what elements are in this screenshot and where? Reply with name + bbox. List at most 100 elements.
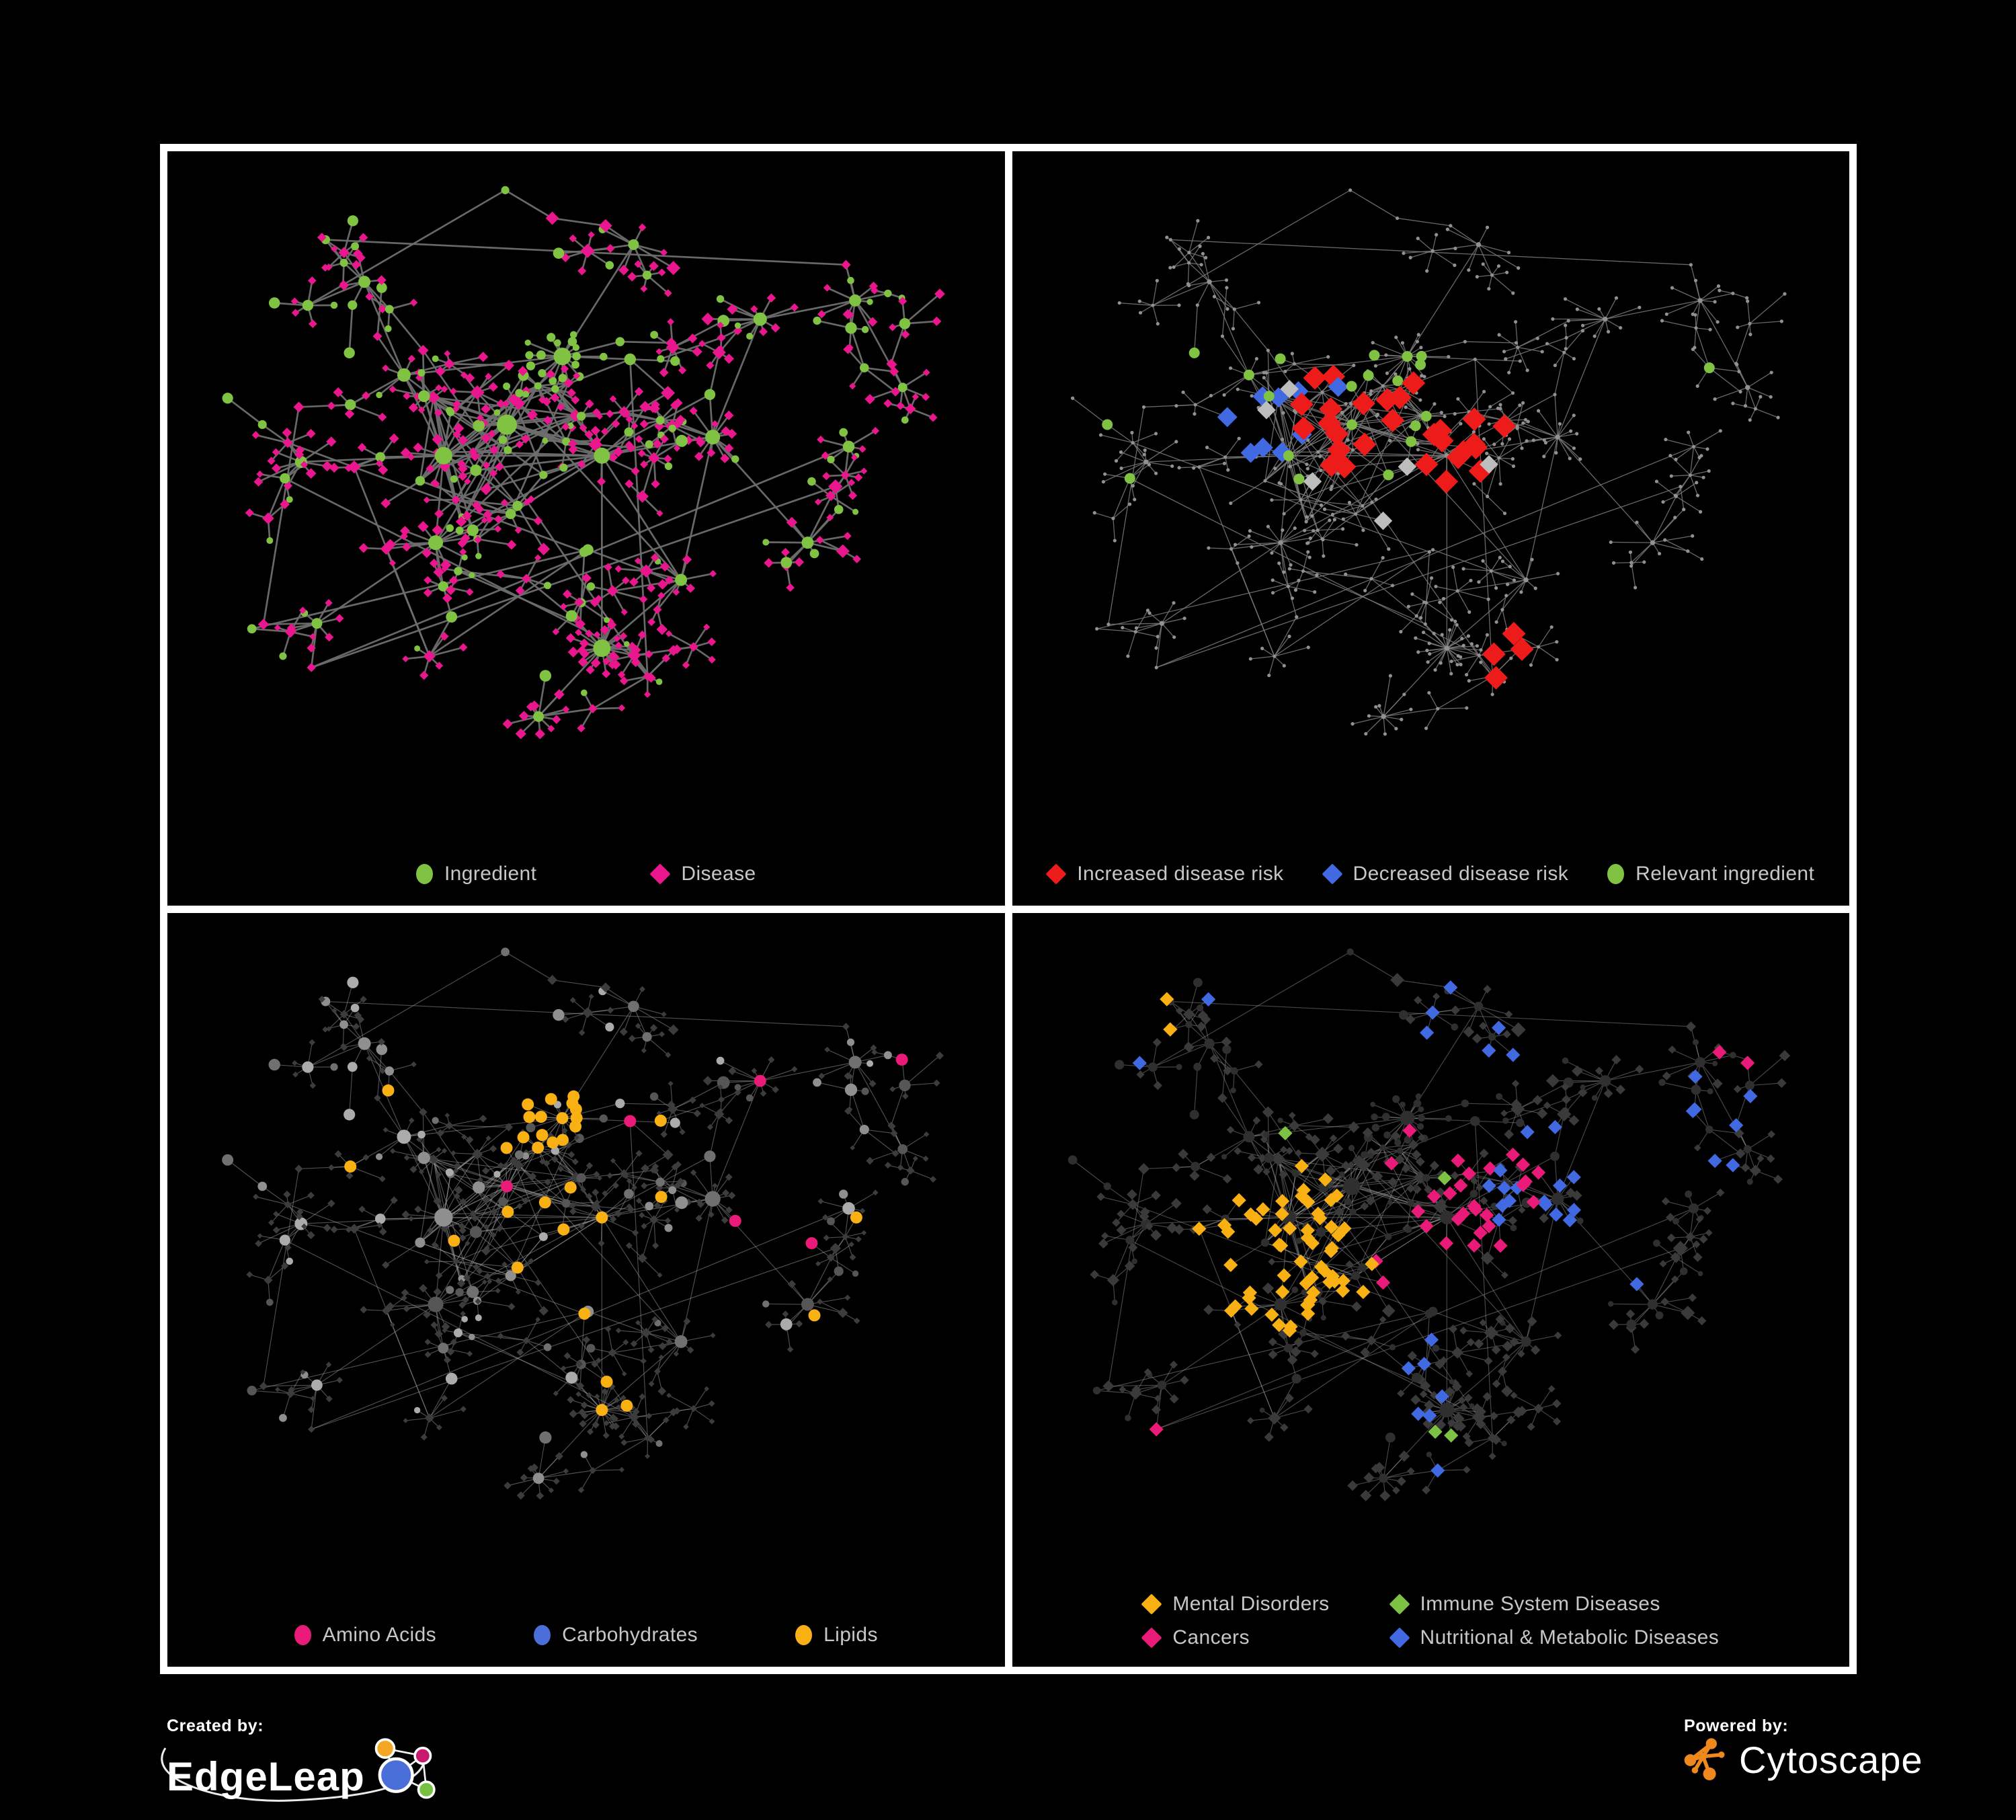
node — [1424, 269, 1428, 273]
node — [1147, 611, 1152, 615]
node — [930, 1175, 937, 1183]
node — [1430, 548, 1435, 552]
node — [922, 393, 930, 401]
node — [801, 537, 814, 549]
node — [1301, 1288, 1308, 1296]
node — [1425, 1005, 1440, 1020]
node — [556, 1133, 569, 1146]
node — [683, 1317, 691, 1325]
node — [666, 261, 681, 276]
node — [1705, 1125, 1713, 1134]
node — [668, 1024, 679, 1035]
node — [770, 323, 780, 333]
node — [1306, 645, 1310, 649]
node — [409, 1117, 415, 1123]
node — [905, 403, 916, 415]
node — [1482, 389, 1486, 394]
node — [561, 1198, 571, 1208]
node — [598, 1239, 605, 1247]
node — [604, 617, 610, 623]
node — [1530, 1345, 1540, 1355]
node — [734, 1083, 741, 1091]
node — [1500, 1271, 1508, 1279]
node — [1279, 1170, 1288, 1179]
node — [397, 368, 411, 382]
node — [1275, 353, 1286, 364]
node — [1418, 398, 1422, 402]
node — [490, 1208, 498, 1215]
node — [1469, 1402, 1474, 1408]
node — [1124, 473, 1135, 484]
node — [1212, 294, 1216, 299]
node — [1484, 1325, 1498, 1340]
node — [385, 1066, 395, 1076]
node — [1456, 654, 1460, 658]
node — [889, 323, 897, 331]
node — [423, 1310, 431, 1318]
node — [380, 543, 393, 555]
node — [815, 1261, 821, 1267]
node — [480, 419, 489, 428]
node — [575, 1359, 583, 1368]
node — [1388, 674, 1392, 678]
node — [1529, 663, 1533, 667]
node — [500, 1141, 513, 1154]
node — [1424, 726, 1428, 730]
node — [520, 1473, 528, 1482]
node — [345, 1226, 352, 1233]
node — [1418, 1218, 1434, 1233]
node — [1411, 1149, 1421, 1160]
node — [421, 547, 432, 559]
node — [1407, 366, 1412, 371]
node — [307, 663, 317, 672]
node — [1279, 379, 1299, 399]
node — [1406, 1466, 1415, 1475]
node — [1510, 1022, 1526, 1037]
node — [294, 1164, 303, 1173]
node — [562, 705, 570, 713]
node — [861, 325, 869, 333]
node — [1413, 1099, 1421, 1107]
node — [475, 553, 482, 559]
node — [1466, 1199, 1482, 1214]
node — [1712, 300, 1717, 304]
node — [615, 1404, 622, 1410]
node — [400, 447, 411, 459]
node — [1355, 1284, 1370, 1299]
node — [523, 498, 531, 506]
node — [581, 1411, 589, 1419]
node — [1243, 369, 1254, 381]
node — [1462, 407, 1486, 432]
node — [251, 431, 260, 439]
legend-item-nutritional-metabolic-diseases: Nutritional & Metabolic Diseases — [1388, 1626, 1720, 1649]
node — [300, 1369, 306, 1375]
node — [889, 366, 899, 377]
node — [539, 471, 548, 479]
node — [751, 1067, 758, 1074]
node — [1482, 1391, 1492, 1401]
node — [575, 1390, 581, 1397]
node — [1455, 397, 1460, 401]
node — [827, 1276, 833, 1282]
node — [928, 413, 938, 422]
node — [1295, 1237, 1302, 1244]
node — [1461, 432, 1486, 457]
node — [1735, 325, 1739, 329]
node — [417, 1151, 430, 1164]
node — [859, 363, 869, 372]
node — [605, 1022, 614, 1031]
node — [688, 642, 698, 652]
node — [478, 352, 489, 362]
node — [722, 1189, 730, 1197]
node — [539, 1431, 552, 1443]
node — [256, 470, 264, 478]
node — [1289, 1346, 1301, 1357]
node — [1415, 340, 1419, 344]
node — [849, 383, 856, 390]
node — [1481, 1043, 1496, 1058]
node — [430, 1320, 438, 1329]
node — [375, 1152, 383, 1160]
legend-label: Carbohydrates — [562, 1624, 698, 1646]
node — [1703, 362, 1715, 374]
node — [1510, 1101, 1525, 1116]
